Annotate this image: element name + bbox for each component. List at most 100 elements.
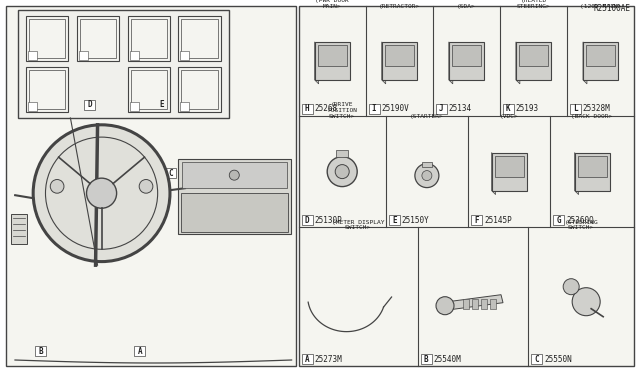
Text: (METER DISPLAY
SWITCH>: (METER DISPLAY SWITCH> <box>332 219 385 230</box>
Bar <box>11 214 27 244</box>
Bar <box>388 292 397 299</box>
Polygon shape <box>583 42 587 84</box>
Text: G: G <box>556 216 561 225</box>
Text: (VDC>: (VDC> <box>500 114 518 119</box>
Bar <box>481 299 487 309</box>
Bar <box>129 102 138 110</box>
Text: 25540M: 25540M <box>434 355 461 363</box>
Text: A: A <box>305 355 309 363</box>
Text: 25550N: 25550N <box>545 355 572 363</box>
Text: (BACK DOOR>: (BACK DOOR> <box>572 114 612 119</box>
Text: 25273M: 25273M <box>315 355 342 363</box>
Bar <box>570 104 581 114</box>
Bar <box>301 104 312 114</box>
Text: D: D <box>88 100 92 109</box>
Polygon shape <box>315 42 319 84</box>
Text: (SDA>: (SDA> <box>457 4 476 9</box>
Bar <box>131 19 167 58</box>
Bar <box>129 51 138 60</box>
Bar <box>29 19 65 58</box>
Text: B: B <box>424 355 428 363</box>
Bar <box>17 10 229 118</box>
Bar <box>385 45 413 66</box>
Bar <box>452 45 481 66</box>
Circle shape <box>229 170 239 180</box>
Circle shape <box>45 137 157 249</box>
Circle shape <box>86 178 116 208</box>
Bar <box>299 6 634 366</box>
Circle shape <box>139 180 153 193</box>
Bar <box>77 16 119 61</box>
Text: 25328M: 25328M <box>583 104 611 113</box>
Bar <box>420 354 431 364</box>
Text: G: G <box>132 103 136 109</box>
Text: L: L <box>183 53 187 58</box>
Bar <box>181 70 218 109</box>
Text: R25100AE: R25100AE <box>594 4 631 13</box>
Bar <box>180 51 189 60</box>
Circle shape <box>327 157 357 187</box>
Bar <box>369 104 380 114</box>
Text: C: C <box>168 169 173 177</box>
Text: 25190V: 25190V <box>381 104 410 113</box>
Circle shape <box>51 180 64 193</box>
Bar <box>575 153 609 190</box>
Bar <box>495 155 524 176</box>
Text: E: E <box>160 100 164 109</box>
Bar <box>463 299 469 309</box>
Bar <box>553 215 564 225</box>
Bar <box>516 42 551 80</box>
Bar <box>586 45 615 66</box>
Bar <box>28 102 37 110</box>
Text: E: E <box>392 216 397 225</box>
Text: K: K <box>132 53 136 58</box>
Circle shape <box>572 288 600 316</box>
Text: 25360Q: 25360Q <box>566 216 594 225</box>
Bar <box>157 100 168 110</box>
Bar <box>449 42 484 80</box>
Polygon shape <box>575 153 579 195</box>
Text: I: I <box>372 104 376 113</box>
Text: (PWR DOOR
MAIN>: (PWR DOOR MAIN> <box>316 0 349 9</box>
Bar <box>472 299 478 309</box>
Bar <box>26 16 68 61</box>
Circle shape <box>415 164 439 187</box>
Bar <box>26 67 68 112</box>
Text: (STARTER>: (STARTER> <box>410 114 444 119</box>
Bar <box>29 70 65 109</box>
Bar <box>389 215 400 225</box>
Bar <box>531 354 542 364</box>
Bar <box>301 354 312 364</box>
Bar <box>381 42 417 80</box>
Text: F: F <box>31 103 35 109</box>
Bar <box>180 102 189 110</box>
Text: J: J <box>81 53 85 58</box>
Text: 25150Y: 25150Y <box>402 216 429 225</box>
Polygon shape <box>15 223 292 360</box>
Bar <box>131 70 167 109</box>
Text: D: D <box>305 216 309 225</box>
Bar <box>471 215 482 225</box>
Text: 25193: 25193 <box>516 104 539 113</box>
Text: K: K <box>506 104 511 113</box>
Bar <box>80 19 116 58</box>
Circle shape <box>335 164 349 179</box>
Bar <box>79 51 88 60</box>
Bar <box>315 42 349 80</box>
Text: F: F <box>474 216 479 225</box>
Text: 25268: 25268 <box>315 104 338 113</box>
Bar <box>35 346 46 356</box>
Text: 25134: 25134 <box>449 104 472 113</box>
Bar <box>181 19 218 58</box>
Text: (STEERING
SWITCH>: (STEERING SWITCH> <box>564 219 598 230</box>
Bar <box>178 159 291 234</box>
Bar <box>492 153 527 190</box>
Bar <box>503 104 514 114</box>
Circle shape <box>436 297 454 315</box>
Text: (DRIVE
POSITION
SWITCH>: (DRIVE POSITION SWITCH> <box>327 102 357 119</box>
Bar <box>336 150 348 157</box>
Polygon shape <box>449 42 453 84</box>
Bar <box>127 16 170 61</box>
Bar <box>134 346 145 356</box>
Polygon shape <box>448 295 503 310</box>
